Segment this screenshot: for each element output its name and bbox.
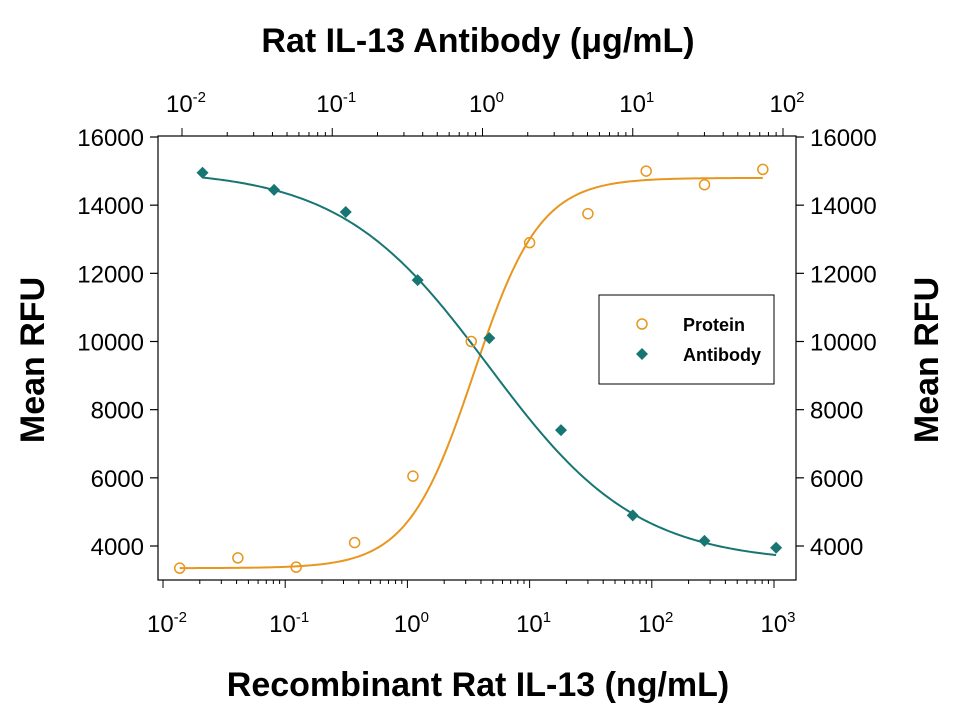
y-tick-label-right: 4000 [810,534,863,561]
data-point-protein [173,562,186,574]
y-tick-label-right: 8000 [810,398,863,425]
y-tick-label-left: 14000 [77,193,144,220]
data-point-antibody [411,274,424,287]
legend-marker-protein [636,318,648,330]
y-axis-label-right: Mean RFU [908,277,946,443]
y-tick-label-left: 4000 [91,534,144,561]
legend-box [598,294,775,385]
x-bottom-tick-label: 100 [394,609,429,638]
data-point-antibody [483,332,496,345]
y-axis-label-left: Mean RFU [14,277,52,443]
y-tick-label-right: 6000 [810,466,863,493]
data-point-antibody [554,424,567,437]
x-bottom-tick-label: 103 [760,609,795,638]
y-tick-label-left: 16000 [77,125,144,152]
axis-ticks: 4000 4000 6000 6000 8000 8000 10000 10000 12000 1… [77,89,877,638]
y-tick-label-right: 16000 [810,125,877,152]
data-point-protein [757,163,769,176]
y-tick-label-right: 12000 [810,261,877,288]
y-tick-label-left: 12000 [77,261,144,288]
data-point-antibody [626,509,639,522]
legend-label-protein: Protein [683,315,745,335]
fit-curve-antibody [202,176,777,557]
y-tick-label-left: 10000 [77,330,144,357]
legend-marker-antibody [636,348,648,360]
x-bottom-tick-label: 10-1 [269,609,309,638]
x-axis-label: Recombinant Rat IL-13 (ng/mL) [227,666,729,704]
x-bottom-tick-label: 10-2 [147,609,187,638]
y-tick-label-right: 14000 [810,193,877,220]
data-point-protein [640,165,652,177]
x-top-tick-label: 10-2 [166,89,206,118]
data-point-protein [407,470,419,482]
plot-frame [157,135,797,581]
x-bottom-tick-label: 101 [516,609,551,638]
data-point-protein [465,335,477,348]
data-point-antibody [339,205,352,218]
data-point-protein [698,178,711,191]
legend: Protein Antibody [598,294,775,385]
data-point-antibody [698,534,711,547]
data-point-protein [290,561,302,573]
data-point-protein [523,236,536,249]
fit-curve-protein [179,176,763,570]
data-point-protein [582,207,594,220]
fit-curves [179,176,777,570]
y-tick-label-left: 6000 [91,466,144,493]
x-top-tick-label: 102 [769,89,804,118]
data-point-antibody [196,166,209,179]
x-top-tick-label: 10-1 [316,89,356,118]
data-points [173,163,783,574]
x-top-tick-label: 100 [469,89,504,118]
data-point-antibody [268,183,281,196]
x-top-tick-label: 101 [619,89,654,118]
data-point-antibody [770,541,783,554]
y-tick-label-right: 10000 [810,330,877,357]
chart-title: Rat IL-13 Antibody (μg/mL) [261,22,694,60]
data-point-protein [348,536,361,549]
data-point-protein [232,552,244,564]
legend-label-antibody: Antibody [683,345,761,365]
y-tick-label-left: 8000 [91,398,144,425]
x-bottom-tick-label: 102 [638,609,673,638]
